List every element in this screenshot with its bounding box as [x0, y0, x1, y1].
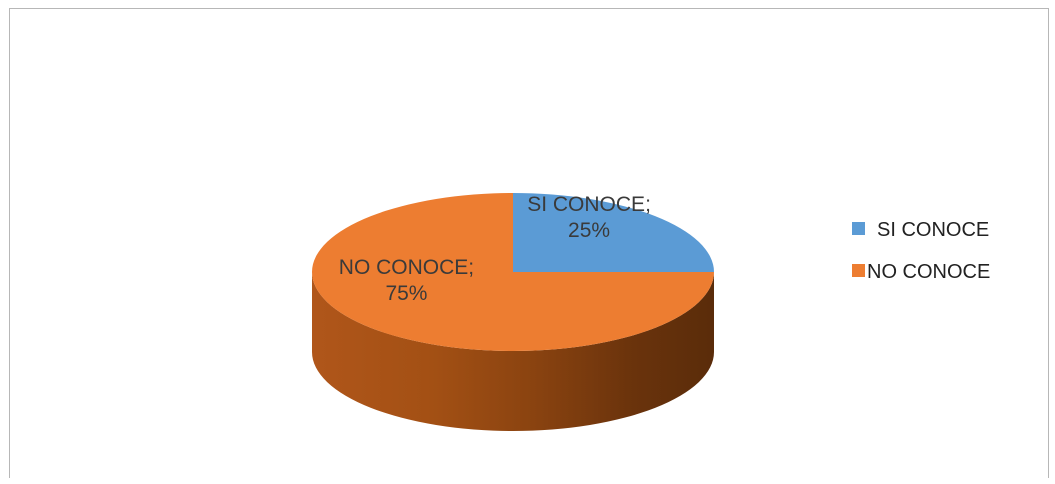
legend-swatch-no-conoce: [852, 264, 865, 277]
legend-swatch-si-conoce: [852, 222, 865, 235]
data-label-no-conoce-name: NO CONOCE;: [339, 256, 474, 279]
pie-slice-si-conoce: [513, 193, 714, 272]
legend-label-no-conoce: NO CONOCE: [867, 261, 990, 283]
legend-label-si-conoce: SI CONOCE: [877, 219, 989, 241]
pie-side-wall: [312, 272, 714, 431]
data-label-si-conoce-percent: 25%: [568, 219, 610, 242]
chart-frame: [9, 8, 1049, 478]
data-label-si-conoce-name: SI CONOCE;: [527, 193, 651, 216]
legend: SI CONOCE NO CONOCE: [852, 219, 990, 283]
data-labels: SI CONOCE; 25% NO CONOCE; 75%: [339, 193, 651, 305]
pie-slices: [312, 193, 714, 431]
data-label-no-conoce-percent: 75%: [385, 282, 427, 305]
pie-slice-no-conoce: [312, 193, 714, 351]
